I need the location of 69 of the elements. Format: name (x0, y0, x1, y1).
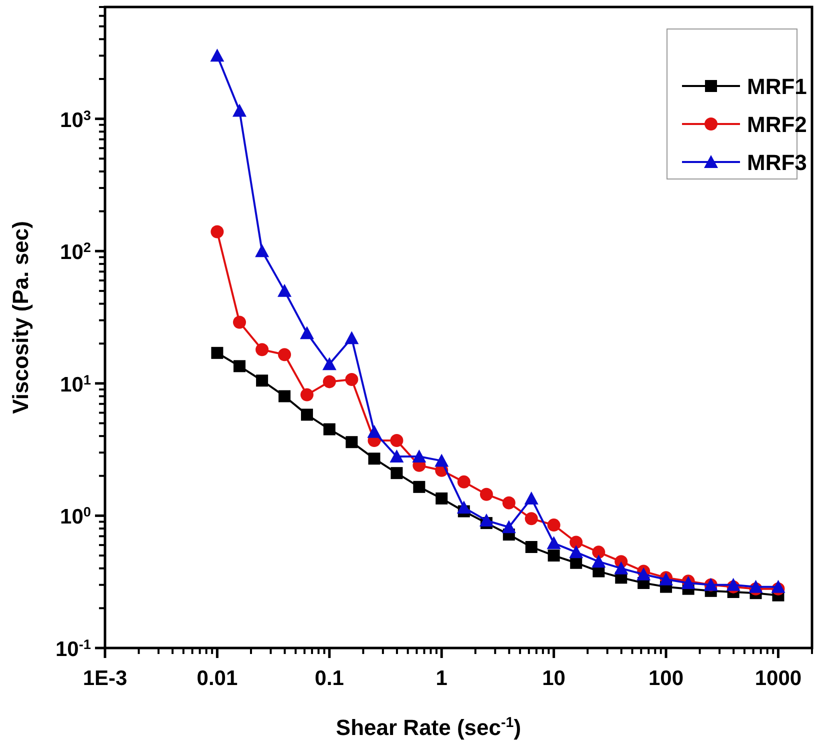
y-axis-title: Viscosity (Pa. sec) (8, 221, 33, 414)
point (322, 375, 336, 388)
point (367, 424, 382, 438)
point (434, 454, 449, 467)
point (592, 554, 606, 568)
legend-label: MRF3 (747, 150, 807, 175)
point (524, 512, 538, 526)
point (232, 316, 246, 329)
point (211, 346, 224, 359)
y-tick-label: 10$^{0}$ (60, 504, 92, 529)
point (232, 104, 246, 117)
point (548, 550, 560, 562)
y-tick-label: 10$^{1}$ (60, 372, 92, 396)
point (592, 546, 606, 559)
point (748, 580, 763, 593)
point (322, 357, 336, 370)
point (210, 48, 224, 62)
x-tick-label: 10 (542, 667, 566, 690)
legend-label: MRF1 (747, 74, 807, 99)
point (436, 492, 448, 504)
point (457, 475, 470, 488)
point (390, 450, 404, 463)
point (502, 520, 516, 534)
point (570, 556, 582, 569)
point (547, 518, 560, 532)
x-axis-title: Shear Rate (sec$^{-1}$) (336, 715, 522, 740)
point (278, 284, 292, 297)
point (278, 348, 292, 362)
x-tick-label: 1000 (754, 667, 802, 690)
point (345, 373, 358, 386)
point (256, 374, 268, 387)
point (726, 578, 740, 591)
point (412, 450, 426, 463)
point (256, 343, 269, 356)
point (390, 467, 403, 480)
point (480, 488, 493, 501)
point (300, 388, 314, 402)
x-tick-label: 0.1 (314, 667, 344, 690)
point (525, 541, 538, 553)
point (368, 452, 380, 465)
point (210, 225, 224, 238)
point (233, 360, 246, 372)
x-tick-label: 0.01 (196, 667, 238, 690)
x-tick-label: 1 (436, 667, 448, 690)
point (456, 500, 471, 514)
point (569, 545, 584, 558)
point (502, 496, 516, 510)
point (255, 244, 270, 258)
y-tick-label: 10$^{2}$ (60, 240, 92, 264)
point (614, 561, 628, 574)
point (413, 480, 426, 493)
legend-label: MRF2 (747, 112, 807, 137)
point (300, 408, 313, 421)
x-tick-label: 100 (648, 667, 684, 690)
point (771, 580, 786, 593)
point (390, 434, 404, 448)
point (344, 331, 359, 344)
x-tick-label: 1E-3 (82, 667, 128, 690)
point (524, 491, 538, 504)
point (546, 536, 561, 550)
point (636, 567, 651, 580)
point (570, 536, 583, 549)
y-tick-label: 10$^{-1}$ (56, 636, 92, 661)
point (323, 423, 336, 436)
point (346, 436, 358, 448)
point (479, 513, 494, 526)
point (278, 390, 291, 402)
point (300, 326, 314, 340)
y-tick-label: 10$^{3}$ (60, 107, 92, 132)
